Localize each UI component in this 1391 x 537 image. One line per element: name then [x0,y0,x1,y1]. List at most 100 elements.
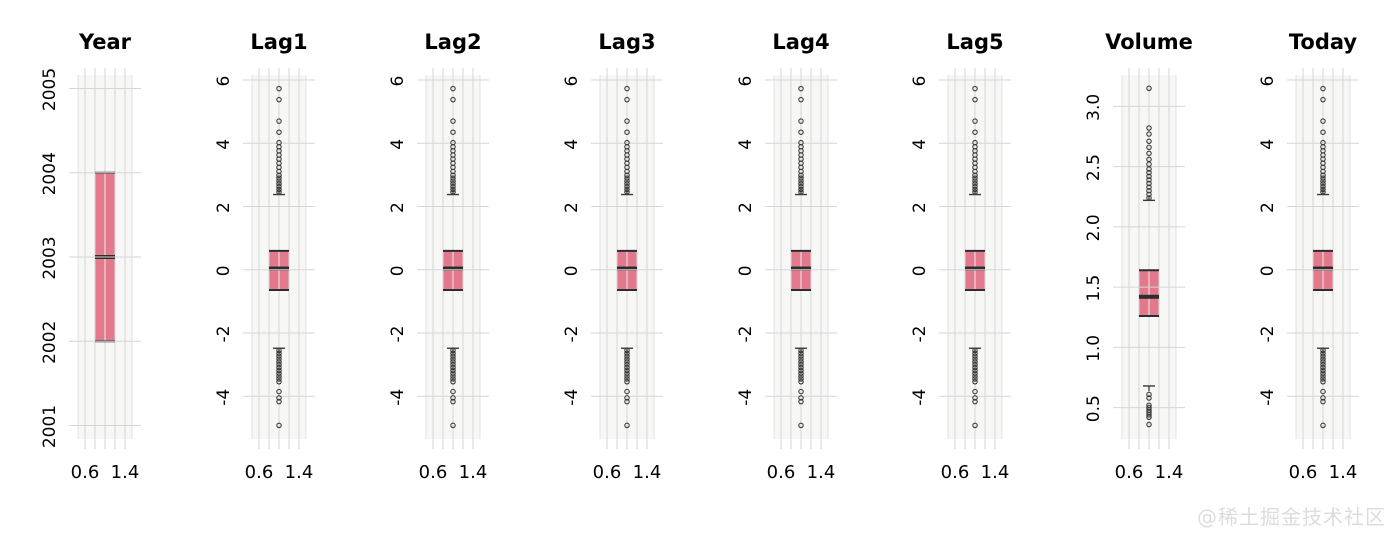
y-tick-label: 6 [736,76,756,87]
outlier-point [1320,96,1326,103]
outlier-point [1320,172,1326,179]
outlier-point [798,118,804,124]
outlier-point [624,178,630,184]
outlier-point [798,370,804,376]
x-tick-label: 0.6 [71,462,100,483]
outlier-point [798,186,804,193]
outlier-point [1320,178,1326,184]
panel-lag1: -4 -2 0 2 4 6 0.6 1.4 Lag1 [214,30,315,483]
outlier-point [624,361,630,368]
outlier-point [1320,186,1326,193]
panel-title: Volume [1105,30,1193,54]
outlier-point [1146,138,1152,145]
outlier-point [798,175,804,181]
outlier-point [276,175,282,181]
outlier-point [972,118,978,124]
outlier-point [624,85,630,92]
y-tick-label: 4 [1258,139,1278,150]
outlier-point [624,189,630,195]
x-tick-label: 1.4 [285,462,314,483]
outlier-point [276,373,282,379]
outlier-point [972,398,978,405]
outlier-point [450,129,456,135]
outlier-point [1146,177,1152,183]
median-line [965,266,985,271]
outlier-point [1320,361,1326,368]
outlier-point [1320,85,1326,92]
outlier-point [972,388,978,395]
outlier-point [1320,359,1326,365]
outlier-point [276,96,282,103]
outlier-point [624,129,630,135]
panel-volume: 0.5 1.0 1.5 2.0 2.5 3.0 0.6 1.4 Volume [1084,30,1193,483]
outlier-point [972,370,978,376]
y-tick-label: 0 [910,265,930,276]
y-tick-label: 3.0 [1084,94,1104,121]
outlier-point [972,85,978,92]
outlier-point [450,181,456,187]
outlier-point [624,175,630,181]
outlier-point [972,364,978,371]
outlier-point [1146,173,1152,179]
outlier-point [1146,412,1152,418]
y-tick-label: -2 [910,326,930,343]
outlier-point [798,129,804,135]
outlier-point [1146,169,1152,176]
outlier-point [276,181,282,187]
outlier-point [624,373,630,379]
outlier-point [972,353,978,359]
x-tick-label: 1.4 [1329,462,1358,483]
outlier-point [798,96,804,103]
outlier-point [1146,187,1152,194]
x-tick-label: 1.4 [981,462,1010,483]
outlier-point [450,96,456,103]
outlier-point [798,373,804,379]
outlier-point [798,395,804,401]
outlier-point [276,168,282,175]
outlier-point [798,183,804,190]
outlier-point [624,370,630,376]
outlier-point [450,364,456,371]
outlier-point [1320,175,1326,181]
outlier-point [1320,395,1326,401]
outlier-point [1320,183,1326,190]
y-tick-label: -4 [214,389,234,406]
x-tick-label: 0.6 [593,462,622,483]
outlier-point [1320,370,1326,376]
panel-title: Lag1 [250,30,307,54]
outlier-point [276,118,282,124]
outlier-point [972,359,978,365]
outlier-point [972,129,978,135]
x-tick-label: 0.6 [1289,462,1318,483]
y-tick-label: -4 [910,389,930,406]
y-tick-label: -2 [214,326,234,343]
y-tick-label: 0 [388,265,408,276]
outlier-point [798,364,804,371]
outlier-point [276,85,282,92]
outlier-point [276,356,282,362]
outlier-point [798,379,804,385]
outlier-point [276,422,282,429]
outlier-point [624,118,630,124]
y-tick-label: 4 [388,139,408,150]
y-tick-label: 1.0 [1084,335,1104,362]
y-tick-label: -4 [1258,389,1278,406]
panel-lag2: -4 -2 0 2 4 6 0.6 1.4 Lag2 [388,30,489,483]
outlier-point [1320,353,1326,359]
y-tick-label: 2 [910,202,930,213]
outlier-point [276,178,282,184]
panel-title: Lag5 [946,30,1003,54]
outlier-point [624,168,630,175]
x-tick-label: 1.4 [111,462,140,483]
outlier-point [276,347,282,354]
outlier-point [450,359,456,365]
outlier-point [276,189,282,195]
y-tick-label: -4 [736,389,756,406]
outlier-point [450,356,456,362]
outlier-point [1320,364,1326,371]
outlier-point [276,388,282,395]
outlier-point [1320,379,1326,385]
outlier-point [1320,422,1326,429]
y-tick-label: -2 [736,326,756,343]
